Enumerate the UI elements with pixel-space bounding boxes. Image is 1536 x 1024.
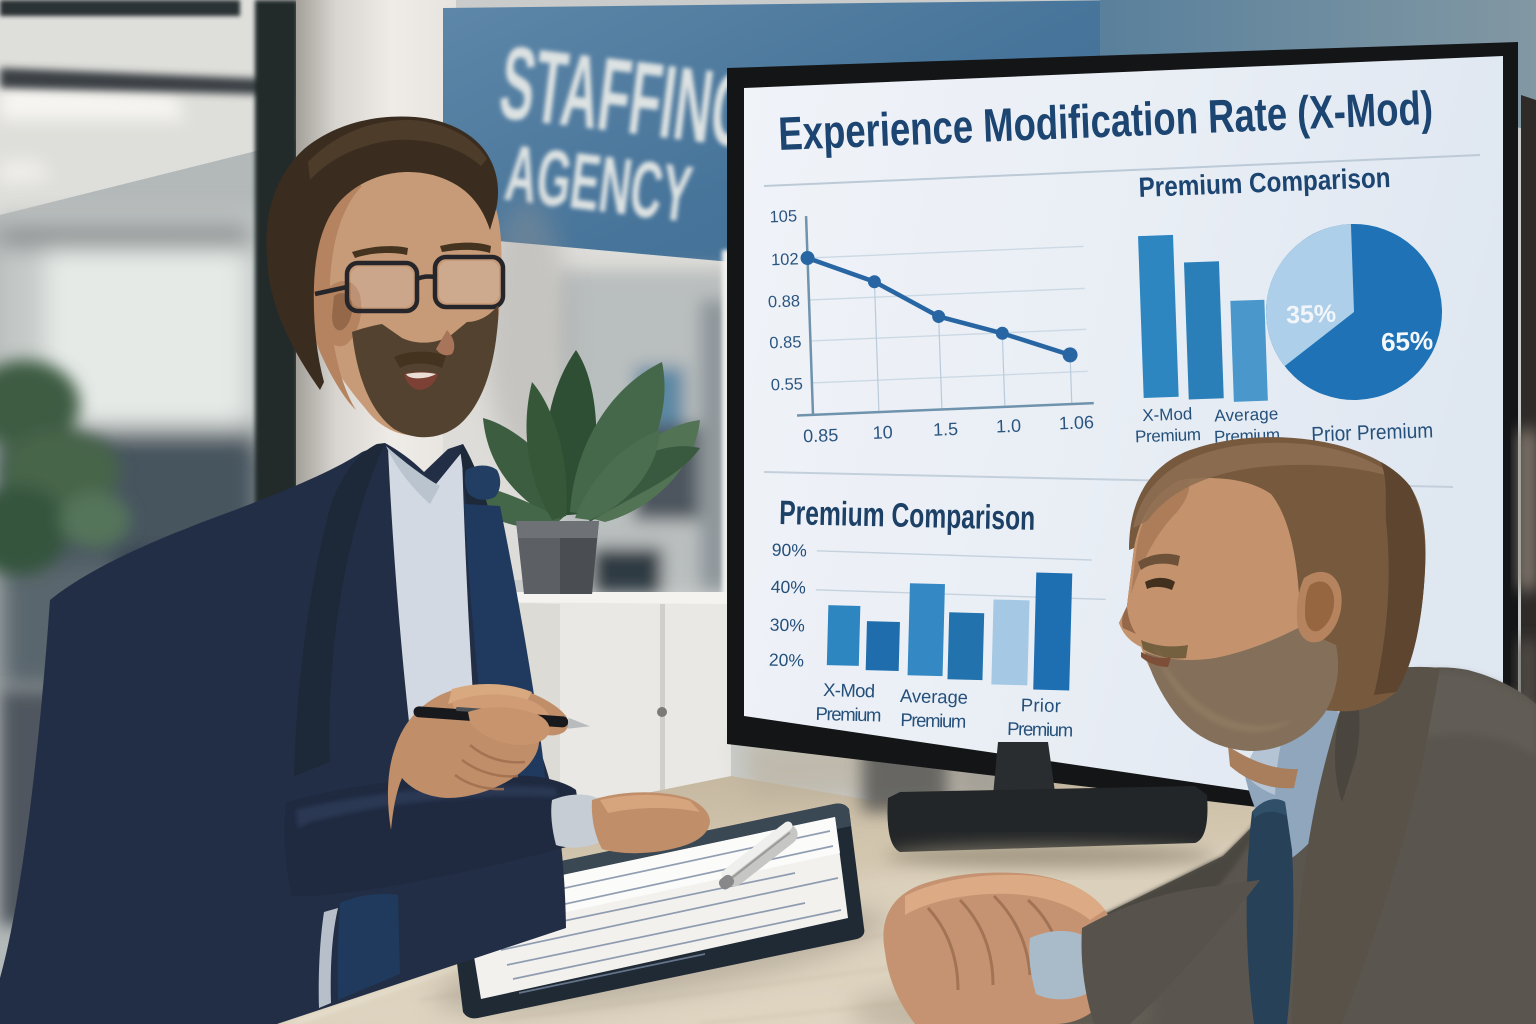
svg-text:Premium: Premium [1007,718,1074,741]
svg-text:0.85: 0.85 [803,425,839,446]
svg-text:Prior Premium: Prior Premium [1311,419,1434,446]
svg-text:1.06: 1.06 [1059,412,1095,433]
svg-text:0.55: 0.55 [771,375,804,394]
svg-text:10: 10 [872,422,893,443]
svg-text:1.0: 1.0 [996,416,1022,437]
svg-text:40%: 40% [771,577,807,598]
svg-text:0.88: 0.88 [768,292,801,311]
svg-text:35%: 35% [1286,300,1337,330]
svg-text:30%: 30% [770,615,806,636]
svg-text:0.85: 0.85 [769,333,802,352]
svg-text:X-Mod: X-Mod [823,679,876,701]
svg-text:Premium: Premium [900,709,967,732]
svg-text:90%: 90% [772,540,808,561]
svg-text:Average: Average [900,685,969,708]
svg-text:Average: Average [1214,404,1279,425]
svg-text:105: 105 [769,207,797,226]
svg-text:1.5: 1.5 [933,419,959,440]
svg-text:Premium: Premium [1135,425,1202,446]
svg-text:20%: 20% [769,650,805,671]
svg-text:Prior: Prior [1021,694,1062,716]
svg-text:Premium Comparison: Premium Comparison [779,494,1036,538]
svg-text:65%: 65% [1381,325,1434,357]
svg-text:X-Mod: X-Mod [1142,404,1193,425]
svg-text:Premium: Premium [815,703,882,726]
svg-text:102: 102 [771,250,799,269]
